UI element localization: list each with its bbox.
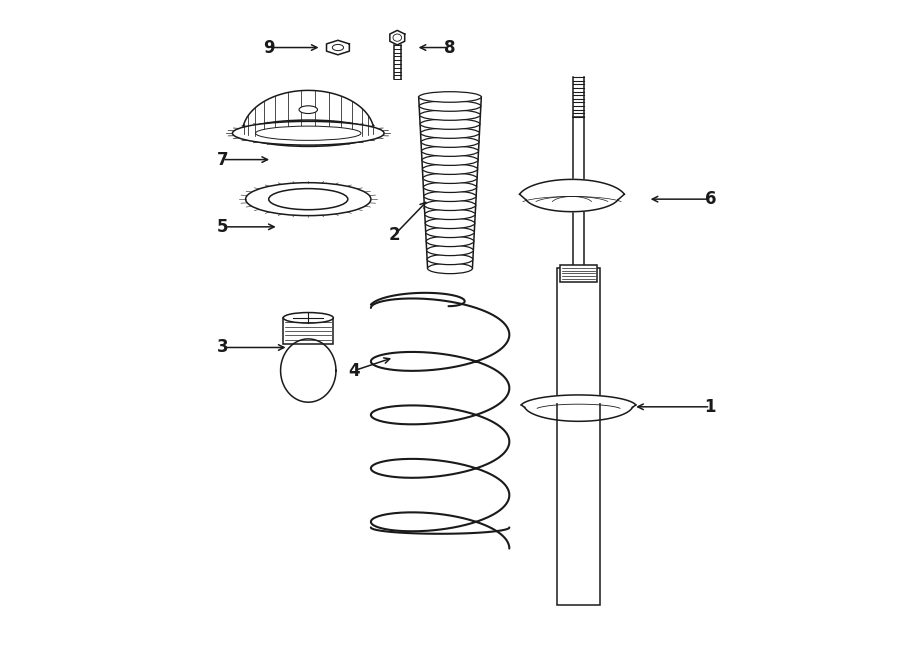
Ellipse shape: [232, 121, 384, 145]
Ellipse shape: [284, 312, 333, 323]
Ellipse shape: [420, 118, 480, 129]
Ellipse shape: [242, 120, 374, 146]
Ellipse shape: [420, 128, 480, 138]
Ellipse shape: [256, 126, 361, 140]
Text: 8: 8: [445, 38, 455, 56]
Polygon shape: [519, 179, 625, 212]
Ellipse shape: [428, 254, 473, 265]
Ellipse shape: [423, 173, 477, 183]
Text: 1: 1: [705, 398, 716, 416]
Ellipse shape: [332, 44, 344, 50]
Bar: [557, 268, 600, 604]
Text: 9: 9: [263, 38, 274, 56]
Ellipse shape: [428, 263, 473, 273]
Ellipse shape: [426, 227, 474, 238]
Polygon shape: [242, 91, 374, 146]
Bar: [561, 265, 597, 281]
Text: 5: 5: [217, 218, 229, 236]
Polygon shape: [521, 395, 635, 412]
Ellipse shape: [424, 191, 476, 201]
Ellipse shape: [422, 164, 478, 174]
Ellipse shape: [299, 106, 318, 113]
Ellipse shape: [419, 110, 481, 120]
Ellipse shape: [269, 189, 347, 210]
Text: 6: 6: [705, 190, 716, 208]
Polygon shape: [281, 339, 336, 402]
Ellipse shape: [421, 137, 479, 148]
Polygon shape: [390, 30, 405, 45]
Bar: [573, 117, 584, 268]
Ellipse shape: [425, 209, 475, 220]
Ellipse shape: [419, 101, 481, 111]
Ellipse shape: [425, 218, 475, 228]
Text: 3: 3: [217, 338, 229, 356]
Bar: [284, 318, 333, 344]
Text: 2: 2: [388, 226, 400, 244]
Ellipse shape: [421, 146, 479, 156]
Text: 7: 7: [217, 150, 229, 169]
Ellipse shape: [427, 245, 473, 256]
Ellipse shape: [246, 183, 371, 216]
Ellipse shape: [393, 34, 401, 41]
Ellipse shape: [423, 182, 477, 193]
Ellipse shape: [424, 200, 476, 211]
Ellipse shape: [427, 236, 473, 246]
Ellipse shape: [422, 155, 478, 166]
Ellipse shape: [418, 92, 482, 102]
Polygon shape: [327, 40, 349, 55]
Text: 4: 4: [348, 361, 360, 379]
